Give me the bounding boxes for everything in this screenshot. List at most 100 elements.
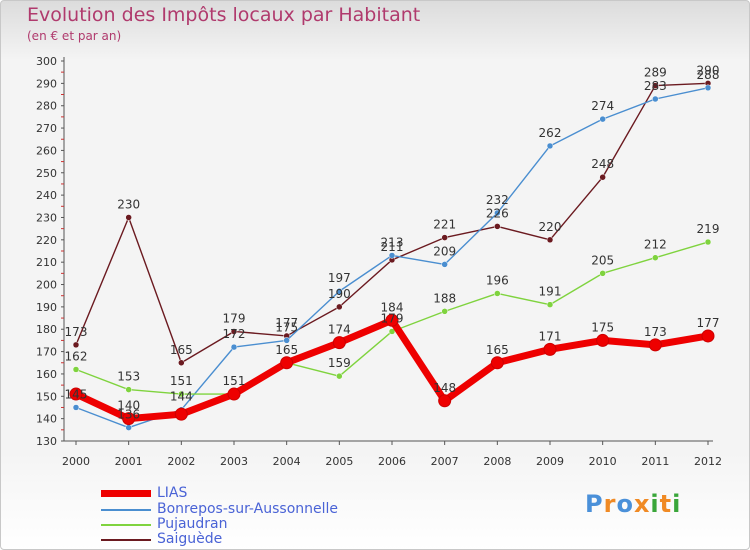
data-label-2-11: 212 xyxy=(644,238,667,252)
data-label-3-1: 230 xyxy=(117,197,140,211)
data-point-0-7 xyxy=(438,394,452,408)
data-label-1-12: 288 xyxy=(697,68,720,82)
data-point-1-11 xyxy=(652,95,659,103)
data-point-1-5 xyxy=(336,287,343,295)
data-label-3-5: 190 xyxy=(328,287,351,301)
y-tick-label: 130 xyxy=(36,435,57,448)
data-point-0-5 xyxy=(332,336,346,350)
data-label-3-10: 248 xyxy=(591,157,614,171)
x-tick-label: 2002 xyxy=(167,455,195,468)
x-tick-label: 2003 xyxy=(220,455,248,468)
data-label-1-1: 136 xyxy=(117,408,140,422)
data-label-3-3: 179 xyxy=(223,311,246,325)
y-tick-label: 170 xyxy=(36,346,57,359)
data-label-0-8: 165 xyxy=(486,343,509,357)
logo-letter: P xyxy=(585,490,604,518)
data-point-1-10 xyxy=(599,115,606,123)
x-tick-label: 2011 xyxy=(641,455,669,468)
data-label-2-2: 151 xyxy=(170,374,193,388)
y-tick-label: 240 xyxy=(36,189,57,202)
legend-swatch-pujaudran xyxy=(101,524,151,526)
data-point-0-4 xyxy=(280,356,294,370)
data-point-0-11 xyxy=(648,338,662,352)
data-label-3-2: 165 xyxy=(170,343,193,357)
data-point-1-6 xyxy=(388,252,396,259)
chart-title: Evolution des Impôts locaux par Habitant xyxy=(27,4,421,26)
data-point-3-3 xyxy=(230,328,238,335)
data-point-3-1 xyxy=(125,214,132,221)
x-tick-label: 2006 xyxy=(378,455,406,468)
data-label-0-12: 177 xyxy=(697,316,720,330)
data-point-1-9 xyxy=(546,142,554,150)
legend-swatch-bonrepos xyxy=(101,509,151,511)
y-tick-label: 190 xyxy=(36,301,57,314)
logo-letter: o xyxy=(616,490,634,518)
logo-letter: i xyxy=(650,490,660,518)
logo-letter: t xyxy=(659,490,673,518)
data-point-1-8 xyxy=(494,209,501,217)
data-label-1-7: 209 xyxy=(433,244,456,258)
y-tick-label: 260 xyxy=(36,144,57,157)
data-label-1-10: 274 xyxy=(591,99,614,113)
data-point-3-9 xyxy=(546,236,554,244)
x-tick-label: 2008 xyxy=(483,455,511,468)
y-tick-label: 230 xyxy=(36,211,57,224)
data-point-2-9 xyxy=(546,301,554,308)
data-label-0-7: 148 xyxy=(433,381,456,395)
data-label-0-1: 140 xyxy=(117,399,140,413)
data-label-2-7: 188 xyxy=(433,291,456,305)
data-labels-layer: 140 174 184 148 165 171 175 173 177 145 136 144 172 1… xyxy=(65,63,720,421)
x-tick-label: 2005 xyxy=(325,455,353,468)
data-point-0-12 xyxy=(701,329,715,343)
data-label-1-6: 213 xyxy=(381,235,404,249)
data-label-2-9: 191 xyxy=(539,285,562,299)
data-label-1-0: 145 xyxy=(65,387,88,401)
logo-letter: i xyxy=(672,490,682,518)
x-tick-label: 2001 xyxy=(115,455,143,468)
data-point-3-8 xyxy=(494,223,501,230)
data-label-0-6: 184 xyxy=(381,300,404,314)
legend-item-pujaudran: Pujaudran xyxy=(101,516,421,532)
data-label-2-1: 153 xyxy=(117,370,140,384)
x-tick-label: 2010 xyxy=(589,455,617,468)
data-point-0-6 xyxy=(385,313,399,327)
y-tick-label: 290 xyxy=(36,77,57,90)
y-tick-label: 210 xyxy=(36,256,57,269)
logo-letter: r xyxy=(603,490,617,518)
data-label-1-8: 232 xyxy=(486,193,509,207)
y-tick-label: 200 xyxy=(36,279,57,292)
data-label-1-4: 175 xyxy=(275,320,298,334)
data-point-0-9 xyxy=(543,342,557,356)
data-label-2-10: 205 xyxy=(591,253,614,267)
data-point-2-7 xyxy=(441,308,448,315)
data-label-0-10: 175 xyxy=(591,320,614,334)
legend-label-pujaudran: Pujaudran xyxy=(157,516,228,532)
data-label-3-8: 226 xyxy=(486,206,509,220)
legend-swatch-lias xyxy=(101,490,151,497)
legend-swatch-saiguede xyxy=(101,539,151,541)
data-point-2-6 xyxy=(388,328,396,335)
data-point-2-12 xyxy=(704,238,712,246)
data-point-2-1 xyxy=(125,386,132,393)
data-label-1-5: 197 xyxy=(328,271,351,285)
y-tick-label: 280 xyxy=(36,100,57,113)
data-label-1-2: 144 xyxy=(170,390,193,404)
data-label-3-9: 220 xyxy=(539,220,562,234)
y-tick-label: 300 xyxy=(36,55,57,68)
data-label-2-6: 179 xyxy=(381,311,404,325)
data-point-1-4 xyxy=(283,337,290,344)
data-label-2-4: 165 xyxy=(275,343,298,357)
data-label-1-11: 283 xyxy=(644,79,667,93)
data-label-2-5: 159 xyxy=(328,356,351,370)
y-tick-label: 250 xyxy=(36,167,57,180)
data-label-0-5: 174 xyxy=(328,323,351,337)
data-point-0-8 xyxy=(490,356,504,370)
data-point-0-1 xyxy=(122,412,136,426)
data-point-3-5 xyxy=(336,303,343,311)
x-tick-label: 2012 xyxy=(694,455,722,468)
logo-letter: x xyxy=(633,490,651,518)
data-label-2-0: 162 xyxy=(65,349,88,363)
data-label-3-12: 290 xyxy=(697,63,720,77)
